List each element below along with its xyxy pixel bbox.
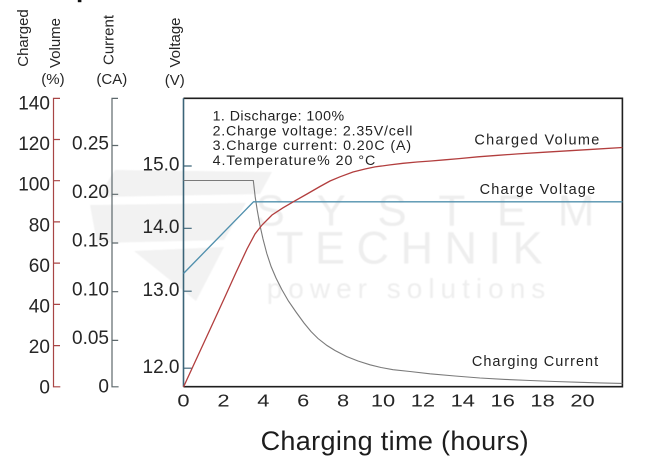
svg-text:Charge Voltage: Charge Voltage	[480, 182, 597, 198]
svg-text:(CA): (CA)	[96, 71, 127, 88]
svg-text:0: 0	[39, 378, 50, 399]
svg-text:power solutions: power solutions	[267, 273, 552, 304]
svg-text:4: 4	[257, 391, 269, 410]
svg-text:TECHNIK: TECHNIK	[276, 223, 554, 274]
svg-text:1. Discharge: 100%: 1. Discharge: 100%	[213, 108, 345, 124]
svg-text:Charging time (hours): Charging time (hours)	[261, 426, 529, 456]
svg-text:Current: Current	[100, 14, 117, 65]
svg-text:16: 16	[491, 391, 515, 410]
svg-text:Voltage: Voltage	[167, 17, 184, 67]
svg-text:10: 10	[371, 391, 395, 410]
svg-text:Charging Current: Charging Current	[472, 354, 599, 370]
svg-text:0.15: 0.15	[72, 231, 109, 252]
svg-text:(%): (%)	[41, 71, 64, 88]
svg-text:Volume: Volume	[47, 18, 64, 68]
svg-text:0.10: 0.10	[72, 279, 109, 300]
svg-text:14: 14	[451, 391, 475, 410]
svg-text:18: 18	[530, 391, 554, 410]
svg-text:0.25: 0.25	[72, 134, 109, 155]
svg-text:14.0: 14.0	[143, 217, 180, 238]
svg-text:12.0: 12.0	[143, 357, 180, 378]
svg-text:8: 8	[337, 391, 349, 410]
svg-text:Charged: Charged	[15, 9, 32, 67]
svg-text:120: 120	[18, 134, 50, 155]
svg-text:6: 6	[297, 391, 309, 410]
svg-text:20: 20	[570, 391, 594, 410]
svg-text:100: 100	[18, 175, 50, 196]
svg-text:Charged Volume: Charged Volume	[474, 133, 600, 149]
svg-text:0.05: 0.05	[72, 328, 109, 349]
svg-text:60: 60	[29, 256, 50, 277]
svg-text:40: 40	[29, 297, 50, 318]
svg-text:3.Charge current: 0.20C (A): 3.Charge current: 0.20C (A)	[213, 138, 412, 154]
svg-text:4.Temperature% 20 °C: 4.Temperature% 20 °C	[213, 153, 377, 169]
svg-text:140: 140	[18, 94, 50, 115]
svg-text:20: 20	[29, 337, 50, 358]
svg-text:15.0: 15.0	[143, 155, 180, 176]
svg-text:80: 80	[29, 215, 50, 236]
svg-text:0: 0	[177, 391, 189, 410]
svg-text:2: 2	[217, 391, 229, 410]
svg-text:0.20: 0.20	[72, 182, 109, 203]
svg-text:(V): (V)	[165, 72, 185, 89]
svg-text:12: 12	[411, 391, 435, 410]
svg-text:13.0: 13.0	[143, 280, 180, 301]
svg-text:0: 0	[98, 376, 109, 397]
svg-text:SYSTEM: SYSTEM	[256, 187, 627, 236]
svg-text:2.Charge voltage: 2.35V/cell: 2.Charge voltage: 2.35V/cell	[213, 124, 414, 140]
